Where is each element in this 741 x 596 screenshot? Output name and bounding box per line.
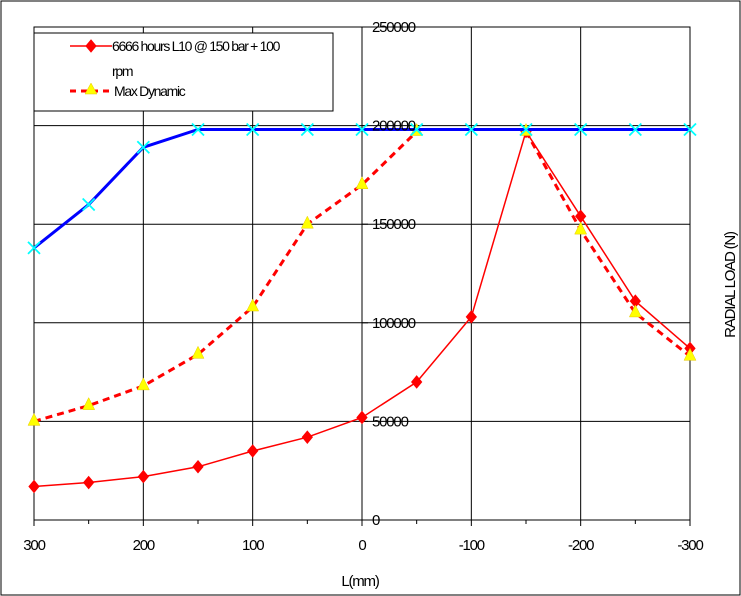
y-tick-label-1: 50000 [372,413,409,430]
series-3-point-2 [136,140,150,154]
x-tick-label-1: 200 [133,537,155,554]
series-2-point-12 [683,347,697,361]
x-axis-title: L(mm) [341,573,380,590]
y-tick-label-4: 200000 [372,118,416,135]
series-2-point-10 [574,221,588,235]
series-2-line [33,130,418,423]
series-1-point-3 [192,459,204,474]
legend-swatch-marker-series-1 [85,39,97,53]
tick-labels: 0 50000 100000 150000 200000 250000 300 200 100 0… [23,19,704,554]
x-tick-label-0: 300 [23,537,45,554]
series-3-point-12 [683,122,697,137]
y-axis-title: RADIAL LOAD (N) [722,231,739,338]
series-2-point-3 [191,345,205,359]
series-1-point-7 [411,375,423,389]
legend-label-series-1-line1: 6666 hours L10 @ 150 bar + 100 [112,38,281,54]
x-tick-label-5: -200 [568,537,594,554]
series-3-point-7 [410,122,424,137]
series-1-point-6 [356,410,368,425]
series-1-point-8 [465,310,477,324]
series-2-point-11 [628,304,642,318]
legend-label-series-1-line2: rpm [112,63,133,79]
series-3-point-5 [300,122,314,137]
series-3-point-6 [355,122,369,137]
x-tick-label-6: -300 [677,537,703,554]
series-3-point-3 [191,122,205,137]
series-3-point-11 [628,122,642,137]
series-1-point-0 [28,479,40,494]
series-2-point-4 [246,298,260,312]
series-3-point-1 [82,197,96,212]
y-tick-label-2: 100000 [372,315,416,332]
series-2-point-6 [355,176,369,190]
series-2-point-0 [27,412,41,426]
series-2-point-1 [82,397,96,410]
series-2-point-2 [136,377,150,391]
y-tick-label-0: 0 [372,512,380,529]
x-tick-label-4: -100 [459,537,485,554]
legend-swatch-marker-series-2 [84,82,98,95]
series-3-point-0 [27,241,41,255]
y-tick-label-3: 150000 [372,216,416,233]
series-layer [27,122,697,494]
legend-label-series-2: Max Dynamic [114,83,186,99]
x-tick-label-2: 100 [242,537,264,554]
series-1-point-2 [137,469,149,484]
series-3-point-9 [519,122,533,137]
series-2-line [524,130,691,358]
series-3-point-10 [574,122,588,137]
series-3-point-8 [464,122,478,137]
series-3-point-4 [246,122,260,137]
series-1-point-4 [247,444,259,458]
series-3 [27,122,697,255]
series-1-point-5 [301,430,313,444]
series-1-point-1 [83,475,95,490]
y-tick-label-5: 250000 [372,19,416,36]
series-2-point-5 [300,215,314,229]
x-tick-label-3: 0 [358,537,366,554]
legend: 6666 hours L10 @ 150 bar + 100 rpm Max D… [33,32,334,112]
